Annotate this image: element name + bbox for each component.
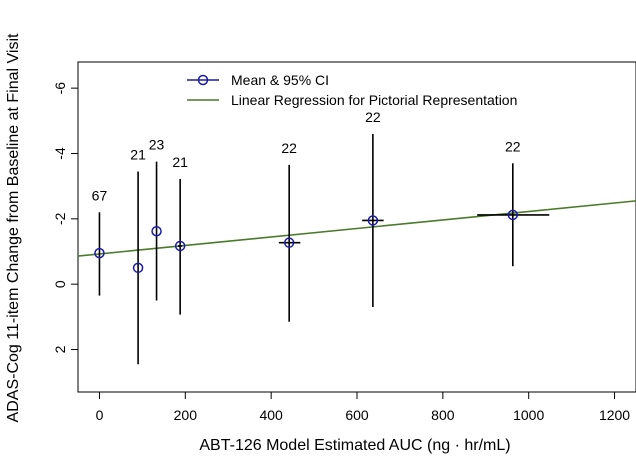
legend-mean-marker <box>197 74 209 86</box>
x-tick-label: 600 <box>345 407 369 423</box>
regression-layer <box>77 200 636 257</box>
y-tick-label: -6 <box>52 82 68 95</box>
legend-regression-label: Linear Regression for Pictorial Represen… <box>231 92 517 108</box>
x-tick-label: 200 <box>174 407 198 423</box>
sample-size-label: 22 <box>281 140 297 156</box>
plot-frame <box>77 61 636 393</box>
y-tick-label: -4 <box>52 147 68 160</box>
x-axis-label: ABT-126 Model Estimated AUC (ng · hr/mL) <box>199 437 510 454</box>
legend: Mean & 95% CI Linear Regression for Pict… <box>187 72 517 108</box>
errorbar-layer <box>98 133 550 365</box>
x-tick-label: 1000 <box>513 407 544 423</box>
mean-point <box>507 209 519 221</box>
legend-mean-label: Mean & 95% CI <box>231 72 329 88</box>
x-tick-label: 400 <box>259 407 283 423</box>
y-tick-label: -2 <box>52 212 68 225</box>
sample-size-label: 67 <box>92 187 108 203</box>
mean-point <box>151 225 162 237</box>
sample-size-label: 23 <box>149 137 165 153</box>
sample-size-label: 21 <box>130 146 146 162</box>
mean-point <box>94 247 105 259</box>
y-tick-label: 0 <box>52 280 68 288</box>
x-tick-label: 800 <box>431 407 455 423</box>
x-tick-label: 0 <box>96 407 104 423</box>
x-axis: 0 200 400 600 800 1000 1200 <box>96 392 630 423</box>
mean-point <box>174 240 186 252</box>
regression-line <box>77 200 636 257</box>
mean-point <box>132 262 144 274</box>
sample-size-label: 22 <box>505 138 521 154</box>
plot-border <box>77 61 636 393</box>
mean-point <box>283 237 295 248</box>
x-tick-label: 1200 <box>599 407 630 423</box>
y-axis: -6 -4 -2 0 2 <box>52 82 78 353</box>
sample-size-label: 21 <box>172 154 188 170</box>
mean-point <box>367 215 379 226</box>
sample-size-label: 22 <box>365 109 381 125</box>
y-axis-label: ADAS-Cog 11-item Change from Baseline at… <box>5 33 22 422</box>
y-tick-label: 2 <box>52 345 68 353</box>
point-layer <box>94 209 519 274</box>
